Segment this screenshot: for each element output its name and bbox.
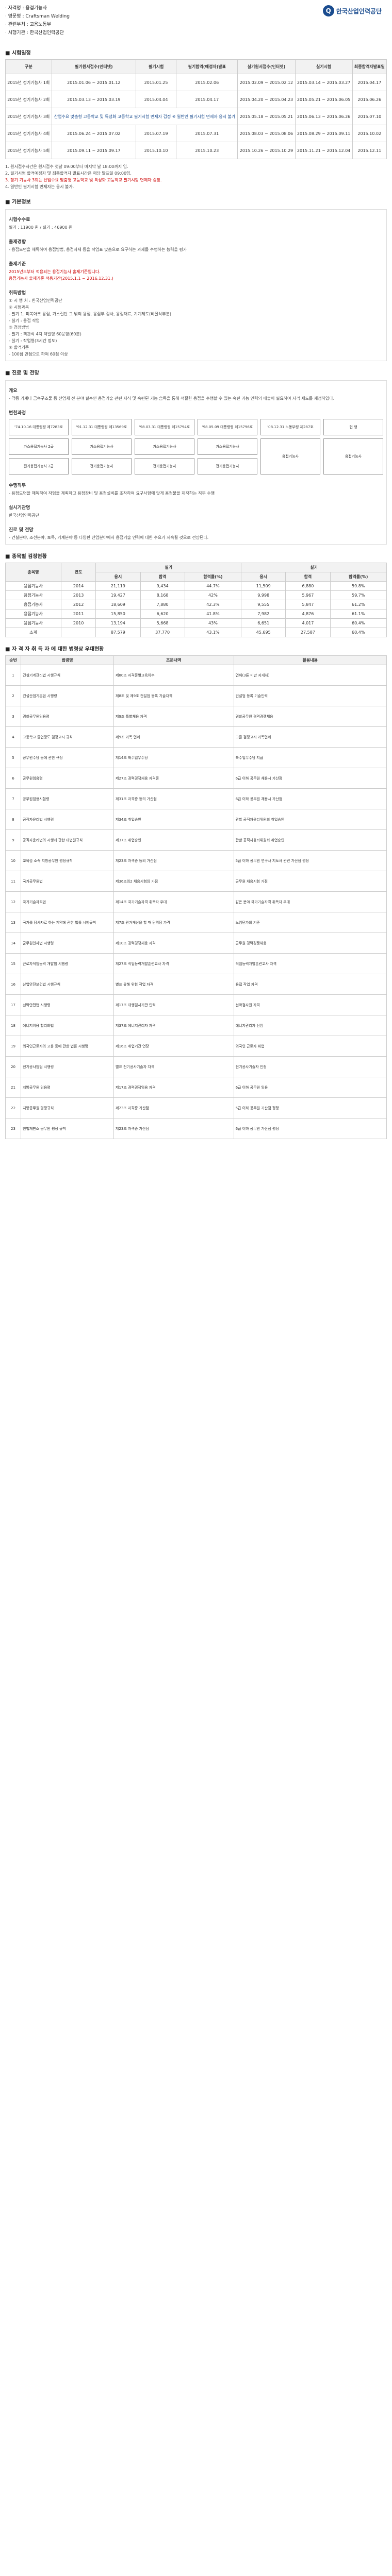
law-row: 14 군무원인사법 시행령 제10조 경력경쟁채용 자격 군무원 경력경쟁채용: [5, 933, 387, 954]
hrdk-logo: Q 한국산업인력공단: [322, 5, 382, 16]
col-head: 실기원서접수(인터넷): [237, 59, 296, 74]
law-row: 17 선박안전법 시행령 제17조 대행검사기관 인력 선박검사원 자격: [5, 994, 387, 1015]
law-row: 13 국가를 당사자로 하는 계약에 관한 법률 시행규칙 제7조 원가계산을 할 …: [5, 912, 387, 933]
career-block: 개요 - 각종 기계나 금속구조물 등 산업체 전 분야 필수인 용접기술 관련…: [5, 380, 387, 545]
law-row: 18 에너지이용 합리화법 제37조 에너지관리자 자격 에너지관리자 선임: [5, 1015, 387, 1036]
law-row: 8 공직자윤리법 시행령 제34조 취업승인 관할 공직자윤리위원회 취업승인: [5, 809, 387, 830]
law-row: 20 전기공사업법 시행령 별표 전기공사기술자 자격 전기공사기술자 인정: [5, 1056, 387, 1077]
col-head: 필기원서접수(인터넷): [51, 59, 137, 74]
table-row: 용접기능사 2011 15,850 6,620 41.8% 7,982 4,876 61.1%: [5, 609, 387, 619]
info-row-english: · 영문명 : Craftsman Welding: [5, 14, 70, 19]
law-row: 4 고등학교 졸업정도 검정고시 규칙 제9조 과목 면제 고졸 검정고시 과목면제: [5, 726, 387, 748]
stats-title: ■ 종목별 검정현황: [5, 554, 47, 560]
history-diagram: '74.10.16 대통령령 제7283호 '91.12.31 대통령령 제135…: [9, 419, 383, 474]
fee-text: 필기 : 11900 원 / 실기 : 46900 원: [9, 225, 73, 230]
fee-heading: 시험수수료: [9, 217, 30, 223]
prospect-text: - 건설분야, 조선분야, 토목, 기계분야 등 다양한 산업분야에서 용접기술…: [9, 535, 209, 540]
note-line: 3. 정기 기능사 3회는 산업수요 맞춤형 고등학교 및 특성화 고등학교 필…: [5, 178, 162, 182]
note-line: 1. 원서접수시간은 원서접수 첫날 09:00부터 마지막 날 18:00까지…: [5, 164, 128, 169]
qualification-info: · 자격명 : 용접기능사 · 영문명 : Craftsman Welding …: [5, 4, 387, 37]
standard-text: 2015년도부터 적용되는 용접기능사 출제기준입니다.: [9, 269, 101, 274]
law-table: 순번 법령명 조문내역 활용내용 1 건설기계관리법 시행규칙 제80조 자격증별교육이수…: [5, 655, 387, 1139]
table-row: 소계 87,579 37,770 43.1% 45,695 27,587 60.4%: [5, 628, 387, 637]
info-row-ministry: · 관련부처 : 고용노동부: [5, 22, 52, 27]
col-head: 필기합격(예정자)발표: [176, 59, 238, 74]
method-heading: 취득방법: [9, 291, 26, 296]
schedule-table: 구분 필기원서접수(인터넷) 필기시험 필기합격(예정자)발표 실기원서접수(인터넷) 실…: [5, 59, 387, 159]
col-head: 실기시험: [295, 59, 353, 74]
law-row: 21 지방공무원 임용령 제17조 경력경쟁임용 자격 6급 이하 공무원 임용: [5, 1077, 387, 1098]
law-title: ■ 자 격 자 취 득 자 에 대한 법령상 우대현황: [5, 647, 104, 652]
law-row: 10 교육감 소속 지방공무원 평정규칙 제23조 자격증 등의 가산점 5급 이하 …: [5, 850, 387, 871]
prospect-heading: 진로 및 전망: [9, 528, 34, 533]
career-title: ■ 진로 및 전망: [5, 370, 39, 376]
agency-heading: 실시기관명: [9, 505, 30, 511]
law-row: 9 공직자윤리법의 시행에 관한 대법원규칙 제37조 취업승인 관할 공직자윤리위원…: [5, 829, 387, 851]
table-row: 용접기능사 2010 13,194 5,668 43% 6,651 4,017 60.4%: [5, 618, 387, 628]
standard-heading: 출제기준: [9, 262, 26, 267]
table-row: 2015년 정기기능사 4회 2015.06.24 ~ 2015.07.02 201…: [5, 125, 387, 142]
table-row: 2015년 정기기능사 2회 2015.03.13 ~ 2015.03.19 201…: [5, 91, 387, 108]
history-heading: 변천과정: [9, 411, 26, 416]
law-row: 23 헌법재판소 공무원 평정 규칙 제23조 자격증 가산점 6급 이하 공무원 가…: [5, 1118, 387, 1139]
law-row: 11 국가공무원법 제36조의2 채용시험의 가점 공무원 채용시험 가점: [5, 871, 387, 892]
logo-text: 한국산업인력공단: [336, 7, 382, 15]
col-head: 필기시험: [136, 59, 177, 74]
schedule-title: ■ 시험일정: [5, 50, 31, 56]
outline-heading: 개요: [9, 388, 18, 394]
law-row: 1 건설기계관리법 시행규칙 제80조 자격증별교육이수 면허(3톤 미만 지게차): [5, 665, 387, 686]
logo-mark-icon: Q: [322, 5, 334, 16]
table-row: 용접기능사 2014 21,119 9,434 44.7% 11,509 6,880 59.8…: [5, 581, 387, 591]
law-row: 2 건설산업기본법 시행령 제8조 및 제9조 건설업 등록 기술자격 건설업 등록 …: [5, 685, 387, 706]
law-row: 3 경찰공무원임용령 제9조 특별채용 자격 경찰공무원 경력경쟁채용: [5, 706, 387, 727]
law-row: 5 공무원수당 등에 관한 규정 제14조 특수업무수당 특수업무수당 지급: [5, 747, 387, 768]
duty-heading: 수행직무: [9, 483, 26, 488]
law-row: 12 국가기술자격법 제14조 국가기술자격 취득자 우대 같은 분야 국가기술자격 …: [5, 891, 387, 912]
basic-info-block: 시험수수료 필기 : 11900 원 / 실기 : 46900 원 출제경향 -…: [5, 209, 387, 361]
law-row: 22 지방공무원 평정규칙 제23조 자격증 가산점 5급 이하 공무원 가산점 평정: [5, 1097, 387, 1118]
agency-text: 한국산업인력공단: [9, 513, 39, 518]
table-row: 2015년 정기기능사 5회 2015.09.11 ~ 2015.09.17 201…: [5, 142, 387, 159]
schedule-notes: 1. 원서접수시간은 원서접수 첫날 09:00부터 마지막 날 18:00까지…: [5, 163, 387, 190]
law-row: 15 근로자직업능력 개발법 시행령 제27조 직업능력개발훈련교사 자격 직업능력개…: [5, 953, 387, 974]
table-row: 2015년 정기기능사 3회 산업수요 맞춤형 고등학교 및 특성화 고등학교 필…: [5, 108, 387, 125]
note-line: 2. 필기시험 합격예정자 및 최종합격자 발표시간은 해당 발표일 09:00…: [5, 171, 132, 176]
col-head: 구분: [5, 59, 52, 74]
law-row: 7 공무원임용시험령 제31조 자격증 등의 가산점 6급 이하 공무원 채용시 가산…: [5, 788, 387, 809]
duty-text: - 용접도면을 해독하여 작업을 계획하고 용접장비 및 용접설비를 조작하여 …: [9, 491, 215, 496]
table-row: 2015년 정기기능사 1회 2015.01.06 ~ 2015.01.12 201…: [5, 74, 387, 91]
outline-text: - 각종 기계나 금속구조물 등 산업체 전 분야 필수인 용접기술 관련 지식…: [9, 396, 335, 401]
intro-heading: 출제경향: [9, 240, 26, 245]
table-row: 용접기능사 2012 18,609 7,880 42.3% 9,555 5,847 61.2%: [5, 600, 387, 609]
info-row-agency: · 시행기관 : 한국산업인력공단: [5, 30, 64, 36]
stats-table: 종목명 연도 필기 실기 응시 합격 합격률(%) 응시 합격 합격률(%) 용접기능사 2014…: [5, 563, 387, 637]
law-row: 6 공무원임용령 제27조 경력경쟁채용 자격증 6급 이하 공무원 채용시 가산점: [5, 768, 387, 789]
law-row: 16 산업안전보건법 시행규칙 별표 유해 위험 작업 자격 용접 작업 자격: [5, 974, 387, 995]
note-line: 4. 일반인 필기시험 면제자는 응시 불가.: [5, 184, 74, 189]
col-head: 최종합격자발표일: [352, 59, 387, 74]
header: · 자격명 : 용접기능사 · 영문명 : Craftsman Welding …: [5, 0, 387, 46]
intro-text: - 용접도면을 해독하여 용접방법, 용접자세 등을 작업표 맞춤으로 요구하는…: [9, 247, 187, 252]
basic-title: ■ 기본정보: [5, 199, 31, 205]
law-row: 19 외국인근로자의 고용 등에 관한 법률 시행령 제16조 취업기간 연장 외국인…: [5, 1036, 387, 1057]
standard-link[interactable]: 용접기능사 출제기준 적용기간(2015.1.1 ~ 2016.12.31.): [9, 276, 113, 281]
info-row-name: · 자격명 : 용접기능사: [5, 6, 47, 11]
table-row: 용접기능사 2013 19,427 8,168 42% 9,998 5,967 59.7%: [5, 590, 387, 600]
